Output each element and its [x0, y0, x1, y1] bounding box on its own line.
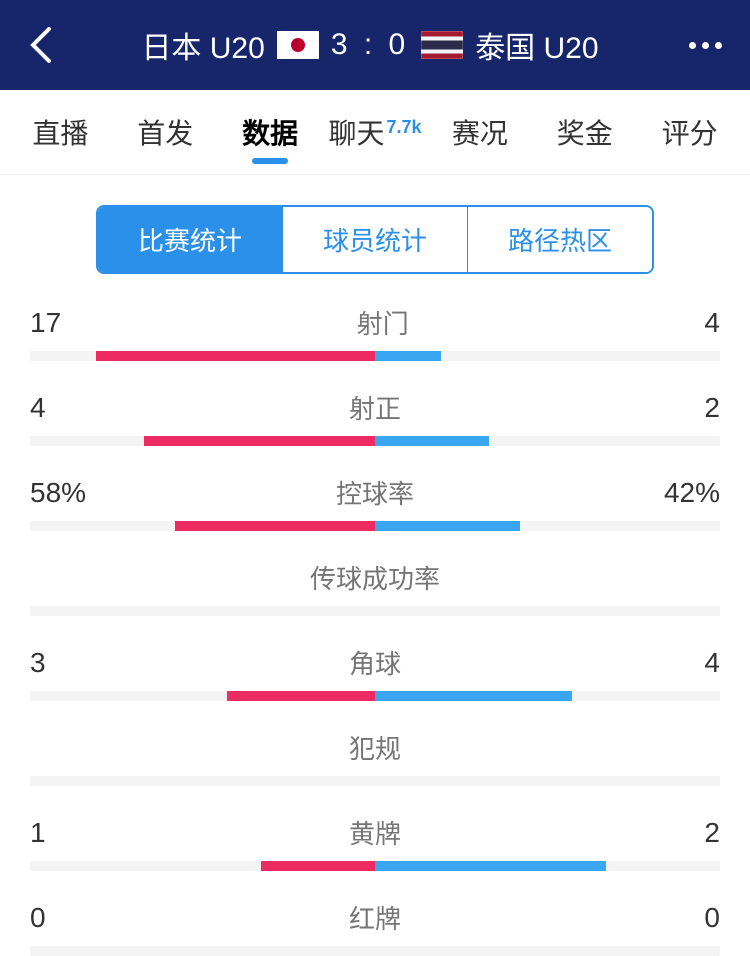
stat-label: 红牌	[349, 899, 401, 936]
stat-label: 传球成功率	[30, 559, 720, 596]
thailand-flag-icon	[421, 31, 463, 59]
tab-6[interactable]: 评分	[637, 92, 742, 172]
stat-values: 17 射门 4	[30, 304, 720, 341]
stat-values: 4 射正 2	[30, 389, 720, 426]
match-stats: 17 射门 4 4 射正 2 58% 控球率 42% 传球成功率 3 角球 4 犯规 1 黄牌 2 0 红牌 0	[0, 304, 750, 956]
stat-away-value: 2	[704, 392, 720, 424]
stat-bar	[30, 691, 720, 701]
nav-tabs: 直播首发数据聊天7.7k赛况奖金评分	[0, 90, 750, 175]
stat-home-value: 3	[30, 647, 46, 679]
stat-home-value: 17	[30, 307, 61, 339]
stat-label: 射门	[357, 304, 409, 341]
stat-values: 3 角球 4	[30, 644, 720, 681]
stat-bar-away	[375, 691, 572, 701]
stat-row: 17 射门 4	[30, 304, 720, 361]
stat-bar-home	[175, 521, 375, 531]
tab-5[interactable]: 奖金	[532, 92, 637, 172]
japan-flag-icon	[277, 31, 319, 59]
match-header: 日本 U20 3 : 0 泰国 U20	[0, 0, 750, 90]
tab-4[interactable]: 赛况	[427, 92, 532, 172]
stat-bar	[30, 351, 720, 361]
stat-row: 58% 控球率 42%	[30, 474, 720, 531]
tab-2[interactable]: 数据	[218, 92, 323, 172]
stat-values: 58% 控球率 42%	[30, 474, 720, 511]
stat-home-value: 4	[30, 392, 46, 424]
tab-0[interactable]: 直播	[8, 92, 113, 172]
more-icon[interactable]	[680, 42, 730, 49]
segment-2[interactable]: 路径热区	[468, 207, 652, 272]
segment-1[interactable]: 球员统计	[283, 207, 468, 272]
stat-bar-away	[375, 436, 489, 446]
segment-control-wrap: 比赛统计球员统计路径热区	[0, 175, 750, 304]
stat-home-value: 0	[30, 902, 46, 934]
stat-bar	[30, 861, 720, 871]
tab-3[interactable]: 聊天7.7k	[323, 92, 428, 172]
stat-away-value: 42%	[664, 477, 720, 509]
stat-bar-home	[144, 436, 375, 446]
stat-row: 犯规	[30, 729, 720, 786]
stat-label: 犯规	[30, 729, 720, 766]
match-score: 3 : 0	[331, 28, 409, 62]
stat-away-value: 4	[704, 647, 720, 679]
home-team-name: 日本 U20	[141, 23, 264, 67]
stat-label: 角球	[349, 644, 401, 681]
stat-bar-away	[375, 861, 606, 871]
stat-label: 控球率	[336, 474, 414, 511]
tab-badge: 7.7k	[386, 117, 421, 137]
stat-bar	[30, 946, 720, 956]
stat-row: 3 角球 4	[30, 644, 720, 701]
stat-bar-home	[261, 861, 375, 871]
tab-1[interactable]: 首发	[113, 92, 218, 172]
stat-away-value: 2	[704, 817, 720, 849]
stat-bar-home	[96, 351, 375, 361]
stat-away-value: 0	[704, 902, 720, 934]
stat-bar-away	[375, 521, 520, 531]
stat-away-value: 4	[704, 307, 720, 339]
stat-bar-home	[227, 691, 375, 701]
stat-label: 黄牌	[349, 814, 401, 851]
stat-bar-away	[375, 351, 441, 361]
stat-row: 4 射正 2	[30, 389, 720, 446]
stat-row: 传球成功率	[30, 559, 720, 616]
stat-home-value: 58%	[30, 477, 86, 509]
back-icon[interactable]	[20, 25, 60, 65]
stat-label: 射正	[349, 389, 401, 426]
segment-0[interactable]: 比赛统计	[98, 207, 283, 272]
stat-bar	[30, 521, 720, 531]
stat-values: 0 红牌 0	[30, 899, 720, 936]
stat-values: 1 黄牌 2	[30, 814, 720, 851]
stat-row: 1 黄牌 2	[30, 814, 720, 871]
stat-bar-empty	[30, 776, 720, 786]
stat-row: 0 红牌 0	[30, 899, 720, 956]
stat-bar-empty	[30, 606, 720, 616]
match-score-title: 日本 U20 3 : 0 泰国 U20	[60, 23, 680, 67]
segment-control: 比赛统计球员统计路径热区	[96, 205, 654, 274]
away-team-name: 泰国 U20	[475, 23, 598, 67]
stat-home-value: 1	[30, 817, 46, 849]
stat-bar	[30, 436, 720, 446]
